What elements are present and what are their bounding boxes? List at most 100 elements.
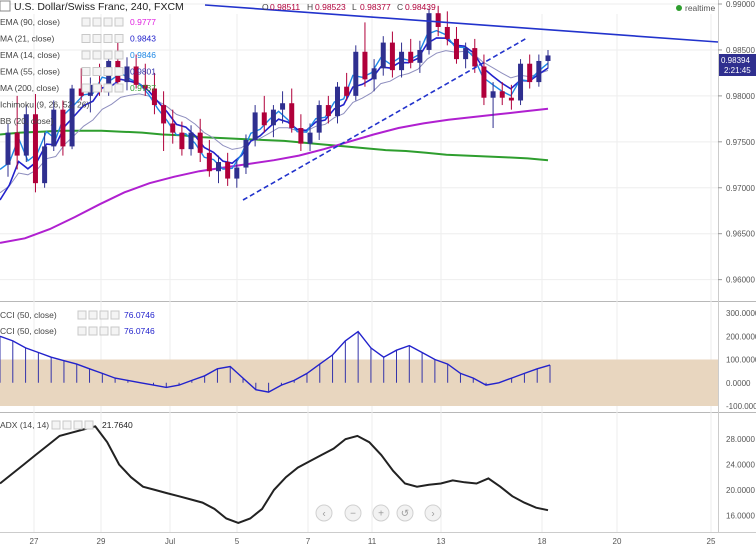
close-icon[interactable] bbox=[110, 310, 120, 320]
settings-icon[interactable] bbox=[92, 50, 102, 60]
eye-icon[interactable] bbox=[51, 420, 61, 430]
cci-tick-label: 200.0000 bbox=[726, 332, 756, 341]
candle bbox=[380, 36, 386, 76]
candle bbox=[225, 152, 231, 186]
candle-body bbox=[216, 162, 222, 172]
cci-axis[interactable]: 300.0000 200.0000 100.0000 0.0000 -100.0000 bbox=[726, 309, 756, 411]
candle bbox=[234, 160, 240, 188]
nav-button-glyph: + bbox=[378, 509, 384, 520]
cci-legend-name: CCI (50, close) bbox=[0, 326, 57, 336]
candle bbox=[78, 68, 84, 101]
time-tick-label: 7 bbox=[306, 537, 311, 546]
close-icon[interactable] bbox=[114, 34, 124, 43]
cci-tick-label: 0.0000 bbox=[726, 379, 751, 388]
candle-body bbox=[490, 91, 496, 98]
close-icon[interactable] bbox=[110, 326, 120, 336]
nav-button-glyph: ↺ bbox=[401, 509, 409, 520]
candle-body bbox=[298, 128, 304, 144]
source-icon[interactable] bbox=[103, 83, 113, 93]
settings-icon[interactable] bbox=[92, 67, 102, 76]
adx-axis[interactable]: 28.0000 24.0000 20.0000 16.0000 bbox=[726, 435, 755, 520]
zoom-out-icon[interactable]: − bbox=[344, 504, 362, 522]
reset-icon[interactable]: ↺ bbox=[396, 504, 414, 522]
candle bbox=[435, 5, 441, 37]
candle-body bbox=[371, 68, 377, 80]
symbol-title: U.S. Dollar/Swiss Franc, 240, FXCM bbox=[14, 1, 184, 13]
source-icon[interactable] bbox=[103, 67, 113, 76]
settings-icon[interactable] bbox=[92, 17, 102, 27]
time-tick-label: Jul bbox=[165, 537, 175, 546]
eye-icon[interactable] bbox=[81, 50, 91, 60]
candle bbox=[124, 57, 130, 91]
source-icon[interactable] bbox=[99, 326, 109, 336]
eye-icon[interactable] bbox=[77, 326, 87, 336]
close-icon[interactable] bbox=[114, 67, 124, 76]
candle bbox=[536, 54, 542, 87]
realtime-status-icon bbox=[676, 5, 682, 11]
eye-icon[interactable] bbox=[81, 83, 91, 93]
cci-legend[interactable]: CCI (50, close) 76.0746 CCI (50, close) 76.… bbox=[0, 310, 155, 336]
candle-body bbox=[151, 88, 157, 106]
ohlc-value: 0.98439 bbox=[405, 2, 436, 12]
settings-icon[interactable] bbox=[92, 83, 102, 93]
price-pane[interactable] bbox=[0, 0, 718, 300]
candle-body bbox=[78, 88, 84, 96]
scroll-left-icon[interactable]: ‹ bbox=[315, 504, 333, 522]
nav-button-bg bbox=[396, 504, 414, 522]
candle-body bbox=[170, 123, 176, 133]
eye-icon[interactable] bbox=[81, 67, 91, 76]
scroll-forward-icon[interactable]: › bbox=[424, 504, 442, 522]
close-icon[interactable] bbox=[114, 17, 124, 27]
trendlines[interactable] bbox=[204, 4, 719, 201]
ohlc-value: 0.98377 bbox=[360, 2, 391, 12]
adx-legend[interactable]: ADX (14, 14) 21.7640 bbox=[0, 420, 133, 430]
settings-icon[interactable] bbox=[92, 34, 102, 43]
candle bbox=[142, 63, 148, 96]
candle-body bbox=[161, 105, 167, 124]
candle-body bbox=[243, 139, 249, 168]
candle-body bbox=[518, 63, 524, 101]
candle-body bbox=[389, 42, 395, 71]
cci-legend-name: CCI (50, close) bbox=[0, 310, 57, 320]
overlay-name: MA (21, close) bbox=[0, 34, 54, 44]
candle-body bbox=[23, 114, 29, 156]
eye-icon[interactable] bbox=[81, 34, 91, 43]
eye-icon[interactable] bbox=[77, 310, 87, 320]
overlay-name: BB (20, close) bbox=[0, 116, 54, 126]
overlay-legend[interactable]: EMA (90, close) 0.9777 MA (21, close) 0.984… bbox=[0, 17, 156, 126]
overlay-value: 0.9737 bbox=[130, 83, 156, 93]
source-icon[interactable] bbox=[73, 420, 83, 430]
candle bbox=[353, 45, 359, 101]
grid bbox=[0, 3, 718, 532]
candle bbox=[344, 72, 350, 101]
time-axis[interactable]: 27 29 Jul 5 7 11 13 18 20 25 bbox=[30, 537, 716, 546]
overlay-name: MA (200, close) bbox=[0, 83, 59, 93]
settings-icon[interactable] bbox=[88, 326, 98, 336]
candle-body bbox=[362, 51, 368, 80]
close-icon[interactable] bbox=[84, 420, 94, 430]
settings-icon[interactable] bbox=[88, 310, 98, 320]
settings-icon[interactable] bbox=[62, 420, 72, 430]
close-icon[interactable] bbox=[114, 83, 124, 93]
source-icon[interactable] bbox=[103, 17, 113, 27]
source-icon[interactable] bbox=[103, 50, 113, 60]
candle-body bbox=[280, 103, 286, 110]
candle-body bbox=[453, 38, 459, 60]
source-icon[interactable] bbox=[99, 310, 109, 320]
candle bbox=[490, 82, 496, 129]
price-axis[interactable]: 0.99000 0.98500 0.98000 0.97500 0.97000 0.965… bbox=[718, 0, 755, 285]
price-tick-label: 0.97000 bbox=[726, 184, 755, 193]
zoom-in-icon[interactable]: + bbox=[372, 504, 390, 522]
nav-button-bg bbox=[424, 504, 442, 522]
navigation-controls[interactable]: ‹ − + ↺ › bbox=[315, 504, 442, 522]
source-icon[interactable] bbox=[103, 34, 113, 43]
collapse-icon[interactable] bbox=[0, 0, 11, 12]
candle-body bbox=[225, 162, 231, 179]
eye-icon[interactable] bbox=[81, 17, 91, 27]
price-tick-label: 0.98500 bbox=[726, 46, 755, 55]
candle-body bbox=[106, 60, 112, 93]
candle-body bbox=[353, 51, 359, 96]
candle-body bbox=[124, 66, 130, 83]
close-icon[interactable] bbox=[114, 50, 124, 60]
